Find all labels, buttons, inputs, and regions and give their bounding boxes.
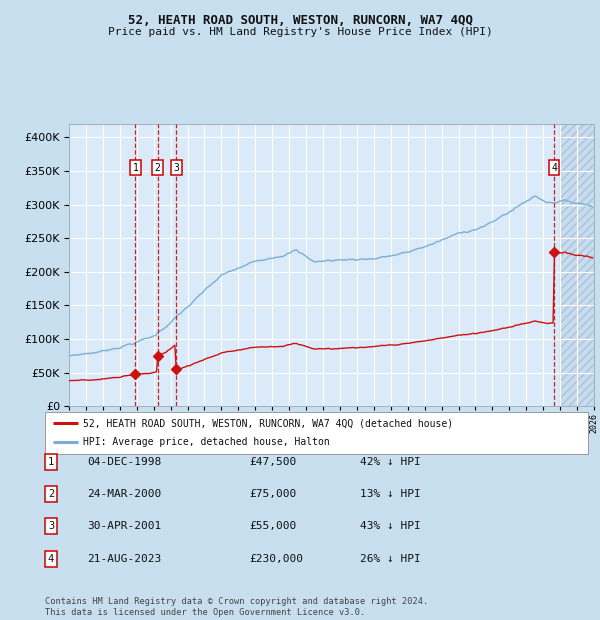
Text: 30-APR-2001: 30-APR-2001 — [87, 521, 161, 531]
Text: 43% ↓ HPI: 43% ↓ HPI — [360, 521, 421, 531]
Text: 3: 3 — [48, 521, 54, 531]
Text: £75,000: £75,000 — [249, 489, 296, 499]
Text: 52, HEATH ROAD SOUTH, WESTON, RUNCORN, WA7 4QQ (detached house): 52, HEATH ROAD SOUTH, WESTON, RUNCORN, W… — [83, 418, 453, 428]
Text: 24-MAR-2000: 24-MAR-2000 — [87, 489, 161, 499]
Text: £55,000: £55,000 — [249, 521, 296, 531]
Text: Price paid vs. HM Land Registry's House Price Index (HPI): Price paid vs. HM Land Registry's House … — [107, 27, 493, 37]
Text: 3: 3 — [173, 162, 179, 173]
Text: 2: 2 — [155, 162, 161, 173]
Text: 26% ↓ HPI: 26% ↓ HPI — [360, 554, 421, 564]
Text: 52, HEATH ROAD SOUTH, WESTON, RUNCORN, WA7 4QQ: 52, HEATH ROAD SOUTH, WESTON, RUNCORN, W… — [128, 14, 473, 27]
Text: 42% ↓ HPI: 42% ↓ HPI — [360, 457, 421, 467]
Text: 1: 1 — [48, 457, 54, 467]
Text: Contains HM Land Registry data © Crown copyright and database right 2024.
This d: Contains HM Land Registry data © Crown c… — [45, 598, 428, 617]
Text: 4: 4 — [48, 554, 54, 564]
Text: 04-DEC-1998: 04-DEC-1998 — [87, 457, 161, 467]
Text: 2: 2 — [48, 489, 54, 499]
Text: HPI: Average price, detached house, Halton: HPI: Average price, detached house, Halt… — [83, 438, 330, 448]
Text: 4: 4 — [551, 162, 557, 173]
Text: 21-AUG-2023: 21-AUG-2023 — [87, 554, 161, 564]
Text: 1: 1 — [133, 162, 139, 173]
Bar — [560, 124, 594, 406]
Text: £47,500: £47,500 — [249, 457, 296, 467]
Text: 13% ↓ HPI: 13% ↓ HPI — [360, 489, 421, 499]
Text: £230,000: £230,000 — [249, 554, 303, 564]
